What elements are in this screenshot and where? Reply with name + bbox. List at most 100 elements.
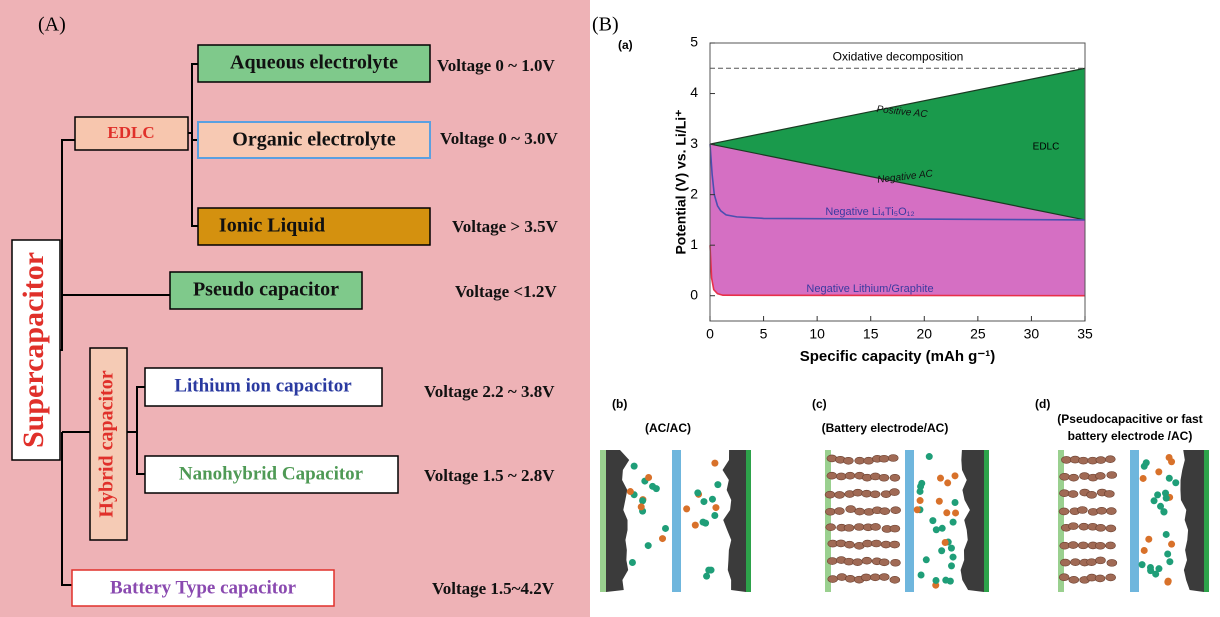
ion — [709, 496, 716, 503]
ion — [1141, 547, 1148, 554]
graphite — [1068, 523, 1078, 530]
node-label: Hybrid capacitor — [96, 370, 118, 517]
ion — [952, 509, 959, 516]
root-label: Supercapacitor — [17, 252, 50, 448]
node-label: Lithium ion capacitor — [174, 375, 352, 396]
ion — [1143, 459, 1150, 466]
graphite — [855, 457, 865, 464]
graphite — [1096, 457, 1106, 464]
ion — [1155, 565, 1162, 572]
graphite — [879, 574, 889, 581]
annotation: EDLC — [1033, 142, 1060, 153]
ion — [944, 479, 951, 486]
schematic-label: (b) — [612, 397, 627, 411]
ion — [1164, 579, 1171, 586]
graphite — [1060, 559, 1070, 566]
graphite — [862, 540, 872, 547]
graphite — [879, 559, 889, 566]
plot-label: (a) — [618, 38, 633, 52]
ion — [933, 526, 940, 533]
graphite — [1095, 575, 1105, 582]
graphite — [1059, 490, 1069, 497]
ion — [639, 497, 646, 504]
ion — [1139, 561, 1146, 568]
ion — [952, 472, 959, 479]
schematic-label: (c) — [812, 397, 827, 411]
separator — [672, 450, 681, 592]
voltage-label: Voltage > 3.5V — [452, 217, 559, 236]
graphite — [844, 524, 854, 531]
ion — [1147, 567, 1154, 574]
ion — [702, 520, 709, 527]
current-collector — [984, 450, 989, 592]
ion — [932, 577, 939, 584]
x-axis-label: Specific capacity (mAh g⁻¹) — [800, 348, 995, 365]
electrode — [961, 450, 984, 592]
schematic-title: battery electrode /AC) — [1068, 429, 1193, 443]
graphite — [880, 508, 890, 515]
graphite — [888, 455, 898, 462]
graphite — [846, 506, 856, 513]
voltage-label: Voltage <1.2V — [455, 282, 557, 301]
schematic-title: (Pseudocapacitive or fast — [1057, 412, 1202, 426]
graphite — [891, 507, 901, 514]
graphite — [1105, 456, 1115, 463]
graphite — [879, 474, 889, 481]
voltage-label: Voltage 0 ~ 1.0V — [437, 56, 555, 75]
ion — [700, 498, 707, 505]
x-tick-label: 0 — [706, 326, 714, 342]
graphite — [1106, 508, 1116, 515]
node-label: Pseudo capacitor — [193, 279, 339, 301]
graphite — [1068, 491, 1078, 498]
graphite — [861, 574, 871, 581]
graphite — [825, 508, 835, 515]
ion — [683, 505, 690, 512]
ion — [629, 559, 636, 566]
voltage-label: Voltage 2.2 ~ 3.8V — [424, 382, 555, 401]
panel-label: (A) — [38, 14, 66, 36]
ion — [708, 567, 715, 574]
graphite — [1106, 525, 1116, 532]
graphite — [1106, 574, 1116, 581]
ion — [645, 474, 652, 481]
schematic-label: (d) — [1035, 397, 1050, 411]
graphite — [871, 540, 881, 547]
graphite — [855, 508, 865, 515]
ion — [1145, 536, 1152, 543]
ion — [950, 554, 957, 561]
graphite — [862, 557, 872, 564]
graphite — [1078, 542, 1088, 549]
graphite — [870, 574, 880, 581]
graphite — [1079, 523, 1089, 530]
graphite — [828, 576, 838, 583]
graphite — [1104, 490, 1114, 497]
graphite — [853, 559, 863, 566]
ion — [1140, 475, 1147, 482]
graphite — [1070, 559, 1080, 566]
separator — [1130, 450, 1139, 592]
x-tick-label: 30 — [1024, 326, 1040, 342]
graphite — [1096, 524, 1106, 531]
graphite — [1107, 559, 1117, 566]
panel-b: (B) (a) Positive ACNegative ACNegative L… — [592, 14, 1209, 592]
schematic-title: (AC/AC) — [645, 421, 691, 435]
graphite — [1097, 507, 1107, 514]
electrode — [1180, 450, 1204, 592]
graphite — [825, 491, 835, 498]
y-tick-label: 4 — [690, 84, 698, 100]
ion — [711, 460, 718, 467]
y-tick-label: 3 — [690, 135, 698, 151]
ion — [923, 556, 930, 563]
ion — [627, 488, 634, 495]
ion — [1163, 495, 1170, 502]
graphite — [1060, 473, 1070, 480]
node-label: EDLC — [107, 123, 154, 142]
ion — [948, 545, 955, 552]
ion — [926, 453, 933, 460]
graphite — [843, 457, 853, 464]
ion — [1151, 497, 1158, 504]
node-label: Battery Type capacitor — [110, 577, 297, 598]
ion — [950, 519, 957, 526]
ion — [659, 535, 666, 542]
graphite — [1059, 508, 1069, 515]
